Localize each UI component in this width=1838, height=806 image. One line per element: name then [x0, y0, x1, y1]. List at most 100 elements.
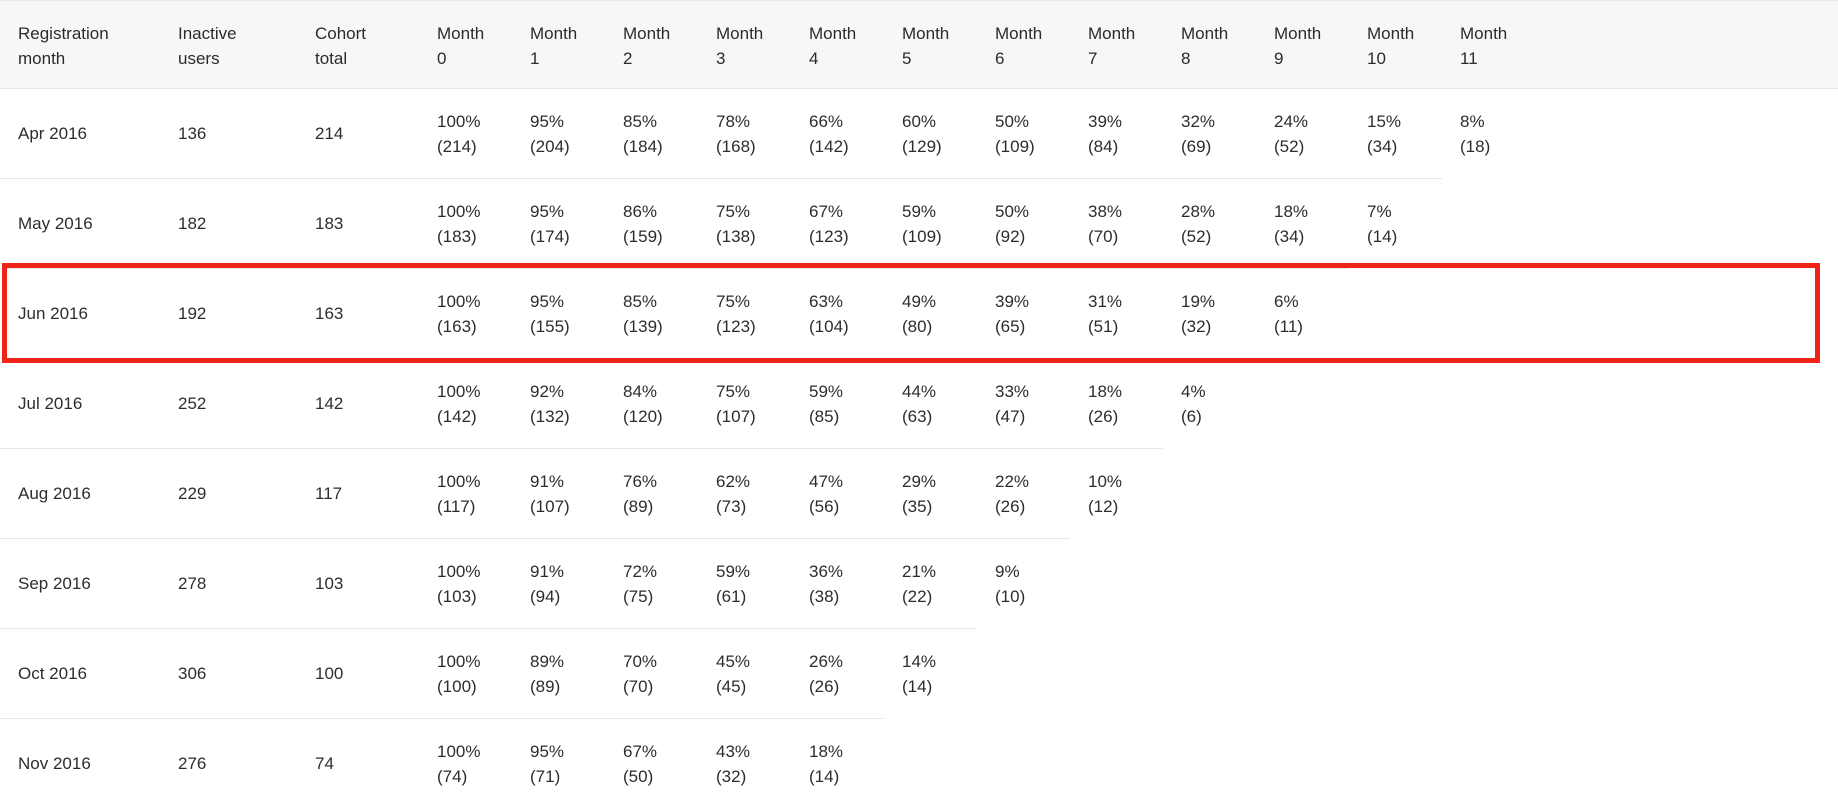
retention-cell-month-7 — [1070, 539, 1163, 629]
retention-percent: 9% — [995, 561, 1020, 581]
retention-cell-month-0: 100% (100) — [419, 628, 512, 719]
row-filler — [1535, 269, 1838, 359]
retention-cell-month-9 — [1256, 629, 1349, 719]
column-header-month-11: Month 11 — [1442, 0, 1535, 89]
retention-cell-month-10 — [1349, 629, 1442, 719]
retention-count: (139) — [623, 316, 663, 336]
retention-cell-month-2: 84% (120) — [605, 358, 698, 449]
retention-percent: 95% — [530, 111, 565, 131]
retention-cell-month-6 — [977, 719, 1070, 806]
retention-cell-month-4: 59% (85) — [791, 358, 884, 449]
retention-percent: 100% — [437, 291, 481, 311]
retention-percent: 89% — [530, 651, 565, 671]
retention-percent: 75% — [716, 201, 751, 221]
retention-percent: 32% — [1181, 111, 1216, 131]
row-filler — [1535, 629, 1838, 719]
retention-count: (120) — [623, 406, 663, 426]
retention-percent: 36% — [809, 561, 844, 581]
row-filler — [1535, 89, 1838, 179]
column-header-month-7: Month 7 — [1070, 0, 1163, 89]
retention-cell-month-10 — [1349, 269, 1442, 359]
retention-cell-month-2: 86% (159) — [605, 178, 698, 269]
retention-cell-month-5: 60% (129) — [884, 88, 977, 179]
retention-count: (159) — [623, 226, 663, 246]
retention-percent: 49% — [902, 291, 937, 311]
retention-cell-month-3: 75% (138) — [698, 178, 791, 269]
retention-count: (94) — [530, 586, 561, 606]
registration-month-cell: Sep 2016 — [0, 538, 160, 629]
retention-percent: 67% — [623, 741, 658, 761]
retention-percent: 75% — [716, 381, 751, 401]
column-header-month-6: Month 6 — [977, 0, 1070, 89]
row-filler — [1535, 719, 1838, 806]
retention-count: (70) — [623, 676, 654, 696]
retention-percent: 31% — [1088, 291, 1123, 311]
registration-month-cell: Jun 2016 — [0, 268, 160, 359]
retention-percent: 39% — [995, 291, 1030, 311]
retention-percent: 15% — [1367, 111, 1402, 131]
retention-cell-month-1: 91% (94) — [512, 538, 605, 629]
retention-count: (107) — [530, 496, 570, 516]
retention-cell-month-8: 4% (6) — [1163, 358, 1256, 449]
retention-percent: 22% — [995, 471, 1030, 491]
retention-cell-month-2: 70% (70) — [605, 628, 698, 719]
retention-count: (69) — [1181, 136, 1212, 156]
retention-percent: 91% — [530, 471, 565, 491]
retention-count: (107) — [716, 406, 756, 426]
retention-percent: 8% — [1460, 111, 1485, 131]
retention-count: (132) — [530, 406, 570, 426]
retention-cell-month-2: 85% (184) — [605, 88, 698, 179]
retention-percent: 100% — [437, 471, 481, 491]
retention-percent: 18% — [809, 741, 844, 761]
row-filler — [1535, 449, 1838, 539]
retention-cell-month-1: 95% (174) — [512, 178, 605, 269]
retention-cell-month-7: 38% (70) — [1070, 178, 1163, 269]
retention-count: (109) — [995, 136, 1035, 156]
retention-cell-month-9: 24% (52) — [1256, 88, 1349, 179]
retention-count: (89) — [623, 496, 654, 516]
retention-cell-month-9: 6% (11) — [1256, 268, 1349, 359]
retention-cell-month-9: 18% (34) — [1256, 178, 1349, 269]
retention-percent: 95% — [530, 291, 565, 311]
retention-count: (92) — [995, 226, 1026, 246]
cohort-total-cell: 163 — [297, 268, 419, 359]
retention-cell-month-4: 18% (14) — [791, 718, 884, 806]
retention-cell-month-7: 10% (12) — [1070, 448, 1163, 539]
retention-cell-month-4: 26% (26) — [791, 628, 884, 719]
retention-percent: 60% — [902, 111, 937, 131]
inactive-users-cell: 276 — [160, 718, 297, 806]
table-row-jul-2016: Jul 2016 252 142 100% (142) 92% (132) 84% (120) 7… — [0, 358, 1838, 449]
retention-cell-month-3: 43% (32) — [698, 718, 791, 806]
retention-percent: 59% — [716, 561, 751, 581]
retention-cell-month-0: 100% (142) — [419, 358, 512, 449]
column-header-month-4: Month 4 — [791, 0, 884, 89]
cohort-total-cell: 100 — [297, 628, 419, 719]
retention-cell-month-0: 100% (117) — [419, 448, 512, 539]
retention-cell-month-8: 28% (52) — [1163, 178, 1256, 269]
retention-percent: 26% — [809, 651, 844, 671]
retention-cell-month-6: 9% (10) — [977, 538, 1070, 629]
retention-percent: 85% — [623, 291, 658, 311]
retention-count: (56) — [809, 496, 840, 516]
registration-month-cell: Jul 2016 — [0, 358, 160, 449]
retention-cell-month-9 — [1256, 539, 1349, 629]
retention-cell-month-1: 95% (71) — [512, 718, 605, 806]
retention-cell-month-6: 50% (92) — [977, 178, 1070, 269]
retention-count: (22) — [902, 586, 933, 606]
retention-cell-month-5: 59% (109) — [884, 178, 977, 269]
retention-count: (75) — [623, 586, 654, 606]
retention-cell-month-9 — [1256, 359, 1349, 449]
retention-percent: 7% — [1367, 201, 1392, 221]
retention-percent: 21% — [902, 561, 937, 581]
retention-cell-month-6 — [977, 629, 1070, 719]
retention-percent: 47% — [809, 471, 844, 491]
retention-count: (142) — [809, 136, 849, 156]
retention-cell-month-2: 85% (139) — [605, 268, 698, 359]
retention-percent: 78% — [716, 111, 751, 131]
retention-percent: 100% — [437, 741, 481, 761]
retention-cell-month-1: 91% (107) — [512, 448, 605, 539]
retention-percent: 14% — [902, 651, 937, 671]
retention-cell-month-3: 75% (107) — [698, 358, 791, 449]
retention-percent: 50% — [995, 201, 1030, 221]
